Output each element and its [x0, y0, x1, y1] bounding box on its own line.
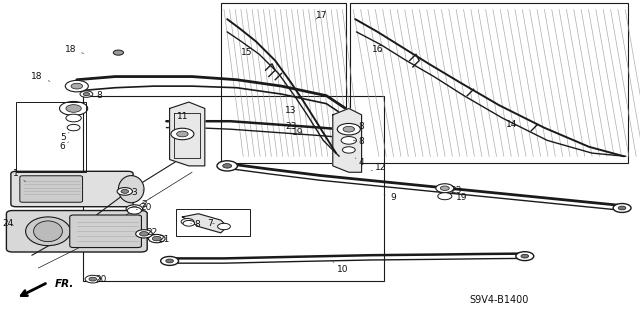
Circle shape: [140, 232, 148, 236]
Text: 3: 3: [132, 189, 144, 197]
Text: 18: 18: [31, 72, 50, 81]
Circle shape: [126, 205, 143, 213]
Circle shape: [148, 234, 165, 243]
Circle shape: [127, 207, 141, 214]
Circle shape: [152, 236, 161, 241]
Circle shape: [341, 137, 356, 144]
Text: 5: 5: [60, 132, 69, 142]
Text: 8: 8: [90, 91, 102, 100]
Ellipse shape: [118, 175, 144, 203]
Text: 18: 18: [65, 45, 84, 54]
Circle shape: [516, 252, 534, 261]
Text: 15: 15: [241, 48, 252, 57]
Text: 13: 13: [285, 106, 297, 115]
Text: 19: 19: [292, 128, 303, 137]
Circle shape: [85, 275, 100, 283]
Text: 23: 23: [450, 186, 461, 195]
Ellipse shape: [34, 221, 63, 242]
Text: 6: 6: [60, 142, 68, 151]
Circle shape: [171, 128, 194, 140]
Text: 12: 12: [371, 163, 387, 172]
Text: 7: 7: [207, 219, 214, 228]
Circle shape: [177, 131, 188, 137]
Text: 11: 11: [177, 112, 188, 121]
Circle shape: [343, 126, 355, 132]
FancyBboxPatch shape: [70, 215, 141, 248]
Circle shape: [80, 91, 93, 97]
Circle shape: [218, 223, 230, 230]
Text: 22: 22: [146, 228, 157, 237]
Text: S9V4-B1400: S9V4-B1400: [470, 295, 529, 305]
Text: 8: 8: [191, 220, 200, 229]
Circle shape: [618, 206, 626, 210]
Bar: [221, 3, 346, 163]
Circle shape: [613, 204, 631, 212]
Text: 24: 24: [2, 219, 13, 228]
Text: 1: 1: [13, 169, 26, 182]
Text: 14: 14: [506, 120, 518, 129]
Circle shape: [521, 254, 529, 258]
Circle shape: [166, 259, 173, 263]
Text: 23: 23: [285, 122, 297, 130]
Circle shape: [337, 123, 360, 135]
Circle shape: [183, 220, 195, 226]
Circle shape: [136, 230, 152, 238]
Text: 8: 8: [353, 122, 364, 130]
Bar: [16, 102, 86, 172]
Circle shape: [438, 193, 452, 200]
Polygon shape: [333, 108, 362, 172]
Text: 2: 2: [141, 198, 150, 209]
Polygon shape: [182, 214, 227, 233]
Bar: [83, 96, 384, 281]
Circle shape: [60, 101, 88, 115]
Circle shape: [342, 147, 355, 153]
Text: 20: 20: [95, 275, 107, 284]
Circle shape: [161, 256, 179, 265]
FancyBboxPatch shape: [11, 171, 133, 207]
Circle shape: [223, 164, 232, 168]
Bar: [350, 3, 628, 163]
Text: 19: 19: [456, 193, 468, 202]
Circle shape: [436, 184, 454, 193]
Text: 17: 17: [316, 11, 327, 20]
Text: 21: 21: [159, 235, 170, 244]
Circle shape: [130, 207, 139, 211]
Circle shape: [113, 50, 124, 55]
Circle shape: [83, 93, 90, 96]
Polygon shape: [170, 102, 205, 166]
Circle shape: [71, 83, 83, 89]
Bar: [176, 209, 250, 236]
Circle shape: [217, 161, 237, 171]
Circle shape: [117, 188, 132, 195]
Text: 8: 8: [353, 137, 364, 146]
FancyBboxPatch shape: [6, 211, 147, 252]
Text: 16: 16: [372, 45, 383, 54]
Circle shape: [67, 124, 80, 131]
Circle shape: [89, 277, 97, 281]
Circle shape: [66, 105, 81, 112]
Text: 9: 9: [384, 193, 396, 202]
FancyBboxPatch shape: [20, 176, 83, 202]
Circle shape: [121, 189, 129, 193]
Circle shape: [65, 80, 88, 92]
Text: FR.: FR.: [54, 279, 74, 289]
Circle shape: [181, 219, 194, 225]
Circle shape: [66, 114, 81, 122]
Text: 4: 4: [355, 158, 364, 167]
Text: 10: 10: [333, 262, 348, 274]
Ellipse shape: [26, 217, 70, 246]
Circle shape: [440, 186, 449, 190]
Text: 20: 20: [136, 203, 152, 212]
